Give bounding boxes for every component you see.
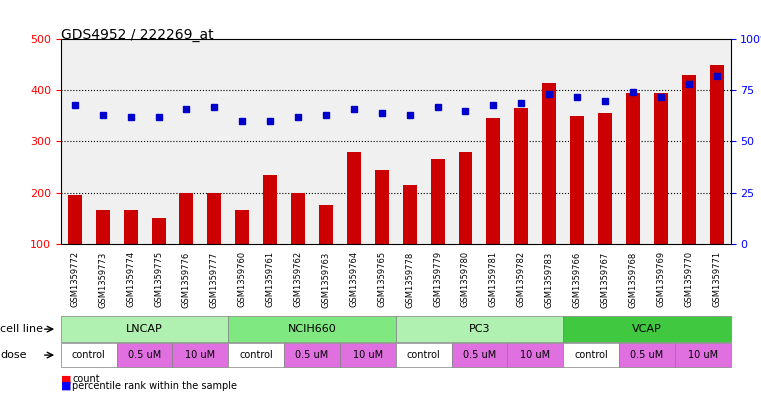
Bar	[151, 218, 165, 295]
Text: 10 uM: 10 uM	[521, 350, 550, 360]
Bar	[682, 75, 696, 295]
Bar	[431, 159, 444, 295]
Text: 0.5 uM: 0.5 uM	[128, 350, 161, 360]
Bar	[542, 83, 556, 295]
Bar	[486, 118, 500, 295]
Bar	[123, 210, 138, 295]
Text: ■: ■	[61, 374, 72, 384]
Bar	[403, 185, 416, 295]
Bar	[96, 210, 110, 295]
Text: 0.5 uM: 0.5 uM	[295, 350, 329, 360]
Bar	[319, 205, 333, 295]
Text: control: control	[574, 350, 608, 360]
Text: cell line: cell line	[0, 324, 43, 334]
Text: percentile rank within the sample: percentile rank within the sample	[72, 381, 237, 391]
Text: NCIH660: NCIH660	[288, 324, 336, 334]
Text: 0.5 uM: 0.5 uM	[463, 350, 496, 360]
Bar	[207, 193, 221, 295]
Bar	[68, 195, 82, 295]
Text: PC3: PC3	[469, 324, 490, 334]
Bar	[235, 210, 249, 295]
Text: VCAP: VCAP	[632, 324, 662, 334]
Text: ■: ■	[61, 381, 72, 391]
Text: control: control	[239, 350, 273, 360]
Bar	[180, 193, 193, 295]
Text: 10 uM: 10 uM	[353, 350, 383, 360]
Text: 10 uM: 10 uM	[688, 350, 718, 360]
Bar	[263, 174, 277, 295]
Bar	[654, 93, 668, 295]
Text: GDS4952 / 222269_at: GDS4952 / 222269_at	[61, 28, 214, 42]
Text: count: count	[72, 374, 100, 384]
Text: control: control	[406, 350, 441, 360]
Text: 10 uM: 10 uM	[186, 350, 215, 360]
Bar	[347, 152, 361, 295]
Bar	[570, 116, 584, 295]
Text: LNCAP: LNCAP	[126, 324, 163, 334]
Text: control: control	[72, 350, 106, 360]
Text: 0.5 uM: 0.5 uM	[630, 350, 664, 360]
Bar	[374, 169, 389, 295]
Bar	[458, 152, 473, 295]
Bar	[709, 65, 724, 295]
Bar	[291, 193, 305, 295]
Bar	[626, 93, 640, 295]
Bar	[514, 108, 528, 295]
Text: dose: dose	[0, 350, 27, 360]
Bar	[598, 113, 612, 295]
